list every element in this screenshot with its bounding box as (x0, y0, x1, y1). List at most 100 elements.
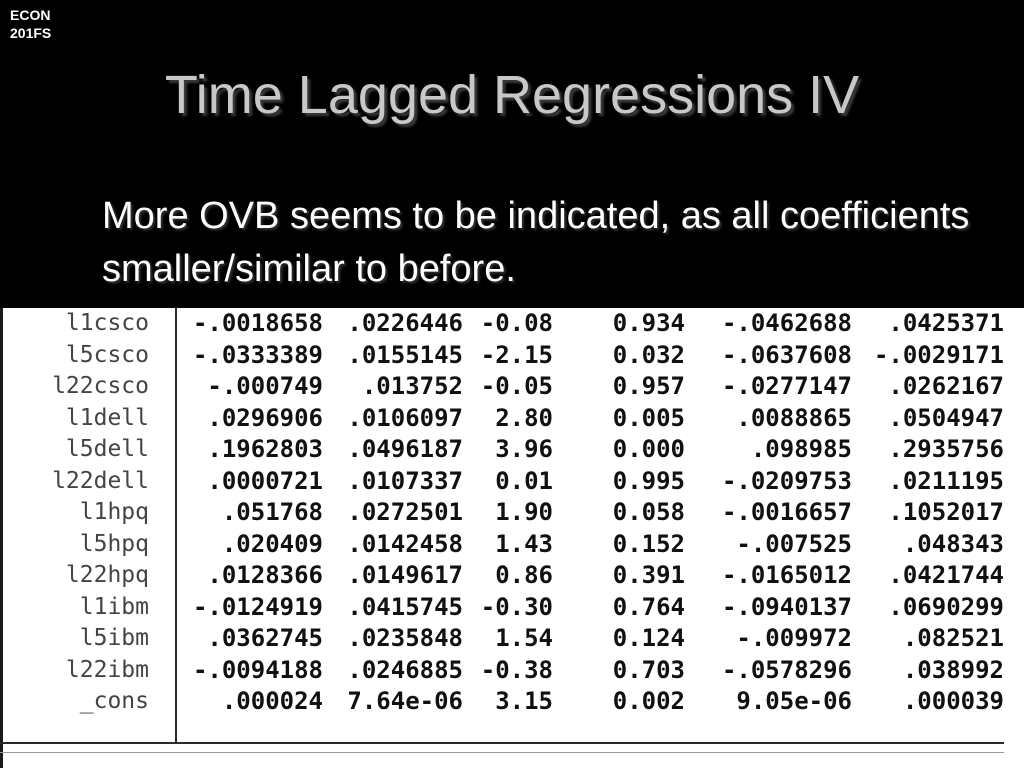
ci-lower-cell: .0088865 (736, 403, 852, 432)
coefficient-cell: .0362745 (207, 624, 323, 653)
variable-name-cell: l22dell (52, 467, 149, 494)
coefficient-cell: .051768 (221, 498, 323, 527)
coefficient-cell: .020409 (221, 529, 323, 558)
coefficient-cell: -.0124919 (192, 592, 323, 621)
t-stat-cell: -0.08 (480, 309, 553, 338)
table-row: l1csco -.0018658 .0226446 -0.08 0.934 -.04626… (0, 308, 1004, 340)
ci-upper-cell: .1052017 (888, 498, 1004, 527)
std-error-cell: .0155145 (347, 340, 463, 369)
ci-lower-cell: -.007525 (736, 529, 852, 558)
p-value-cell: 0.957 (612, 372, 685, 401)
t-stat-cell: 3.15 (495, 687, 553, 716)
table-bottom-rule (0, 742, 1004, 744)
coefficient-cell: .000024 (221, 687, 323, 716)
table-row: l5ibm .0362745 .0235848 1.54 0.124 -.009972 .0… (0, 623, 1004, 655)
table-row: l5csco -.0333389 .0155145 -2.15 0.032 -.06376… (0, 340, 1004, 372)
variable-name-cell: l1dell (65, 404, 149, 431)
coefficient-cell: .1962803 (207, 435, 323, 464)
std-error-cell: .0106097 (347, 403, 463, 432)
table-row: l22hpq .0128366 .0149617 0.86 0.391 -.0165012… (0, 560, 1004, 592)
variable-name-cell: l1csco (65, 310, 149, 337)
p-value-cell: 0.058 (612, 498, 685, 527)
table-footer-rule (0, 752, 1004, 753)
std-error-cell: 7.64e-06 (347, 687, 463, 716)
variable-column-divider (175, 308, 177, 743)
t-stat-cell: -0.38 (480, 655, 553, 684)
coefficient-cell: .0296906 (207, 403, 323, 432)
ci-lower-cell: -.009972 (736, 624, 852, 653)
regression-table-panel: l1csco -.0018658 .0226446 -0.08 0.934 -.04626… (0, 308, 1024, 768)
coefficient-cell: -.000749 (207, 372, 323, 401)
t-stat-cell: -0.05 (480, 372, 553, 401)
p-value-cell: 0.152 (612, 529, 685, 558)
variable-name-cell: l5dell (65, 436, 149, 463)
p-value-cell: 0.032 (612, 340, 685, 369)
table-row: l1hpq .051768 .0272501 1.90 0.058 -.0016657 .1… (0, 497, 1004, 529)
p-value-cell: 0.124 (612, 624, 685, 653)
table-row: _cons .000024 7.64e-06 3.15 0.002 9.05e-06 .00… (0, 686, 1004, 718)
ci-upper-cell: .0262167 (888, 372, 1004, 401)
slide-title: Time Lagged Regressions IV (164, 65, 860, 125)
variable-name-cell: l22csco (52, 373, 149, 400)
ci-lower-cell: -.0637608 (721, 340, 852, 369)
left-border (0, 308, 3, 768)
t-stat-cell: 1.54 (495, 624, 553, 653)
ci-upper-cell: .2935756 (888, 435, 1004, 464)
std-error-cell: .0226446 (347, 309, 463, 338)
ci-lower-cell: -.0277147 (721, 372, 852, 401)
ci-lower-cell: -.0940137 (721, 592, 852, 621)
p-value-cell: 0.934 (612, 309, 685, 338)
p-value-cell: 0.002 (612, 687, 685, 716)
ci-lower-cell: -.0209753 (721, 466, 852, 495)
variable-name-cell: l22hpq (65, 562, 149, 589)
table-row: l5dell .1962803 .0496187 3.96 0.000 .098985 .2… (0, 434, 1004, 466)
std-error-cell: .0496187 (347, 435, 463, 464)
std-error-cell: .013752 (361, 372, 463, 401)
course-tag-line-2: 201FS (10, 25, 52, 41)
course-tag-line-1: ECON (10, 7, 51, 23)
std-error-cell: .0272501 (347, 498, 463, 527)
ci-upper-cell: .0421744 (888, 561, 1004, 590)
p-value-cell: 0.703 (612, 655, 685, 684)
ci-upper-cell: .082521 (902, 624, 1004, 653)
table-row: l22dell .0000721 .0107337 0.01 0.995 -.020975… (0, 466, 1004, 498)
variable-name-cell: l1hpq (79, 499, 149, 526)
regression-table-body: l1csco -.0018658 .0226446 -0.08 0.934 -.04626… (0, 308, 1004, 718)
t-stat-cell: 2.80 (495, 403, 553, 432)
table-row: l1ibm -.0124919 .0415745 -0.30 0.764 -.094013… (0, 592, 1004, 624)
std-error-cell: .0149617 (347, 561, 463, 590)
ci-upper-cell: .038992 (902, 655, 1004, 684)
variable-name-cell: l5ibm (79, 625, 149, 652)
ci-upper-cell: .0690299 (888, 592, 1004, 621)
ci-lower-cell: -.0462688 (721, 309, 852, 338)
ci-lower-cell: -.0016657 (721, 498, 852, 527)
table-row: l5hpq .020409 .0142458 1.43 0.152 -.007525 .04… (0, 529, 1004, 561)
std-error-cell: .0142458 (347, 529, 463, 558)
coefficient-cell: .0000721 (207, 466, 323, 495)
ci-upper-cell: .000039 (902, 687, 1004, 716)
t-stat-cell: 0.01 (495, 466, 553, 495)
coefficient-cell: -.0333389 (192, 340, 323, 369)
variable-name-cell: _cons (79, 688, 149, 715)
variable-name-cell: l5hpq (79, 530, 149, 557)
variable-name-cell: l22ibm (65, 656, 149, 683)
p-value-cell: 0.000 (612, 435, 685, 464)
table-row: l22ibm -.0094188 .0246885 -0.38 0.703 -.05782… (0, 655, 1004, 687)
variable-name-cell: l1ibm (79, 593, 149, 620)
std-error-cell: .0415745 (347, 592, 463, 621)
ci-lower-cell: 9.05e-06 (736, 687, 852, 716)
table-row: l1dell .0296906 .0106097 2.80 0.005 .0088865.… (0, 403, 1004, 435)
t-stat-cell: 1.90 (495, 498, 553, 527)
ci-upper-cell: .0504947 (888, 403, 1004, 432)
table-row: l22csco -.000749 .013752 -0.05 0.957 -.027714… (0, 371, 1004, 403)
ci-lower-cell: .098985 (750, 435, 852, 464)
p-value-cell: 0.391 (612, 561, 685, 590)
regression-table: l1csco -.0018658 .0226446 -0.08 0.934 -.04626… (0, 308, 1004, 718)
p-value-cell: 0.995 (612, 466, 685, 495)
ci-upper-cell: .0211195 (888, 466, 1004, 495)
p-value-cell: 0.005 (612, 403, 685, 432)
ci-upper-cell: .0425371 (888, 309, 1004, 338)
variable-name-cell: l5csco (65, 341, 149, 368)
t-stat-cell: 3.96 (495, 435, 553, 464)
coefficient-cell: .0128366 (207, 561, 323, 590)
